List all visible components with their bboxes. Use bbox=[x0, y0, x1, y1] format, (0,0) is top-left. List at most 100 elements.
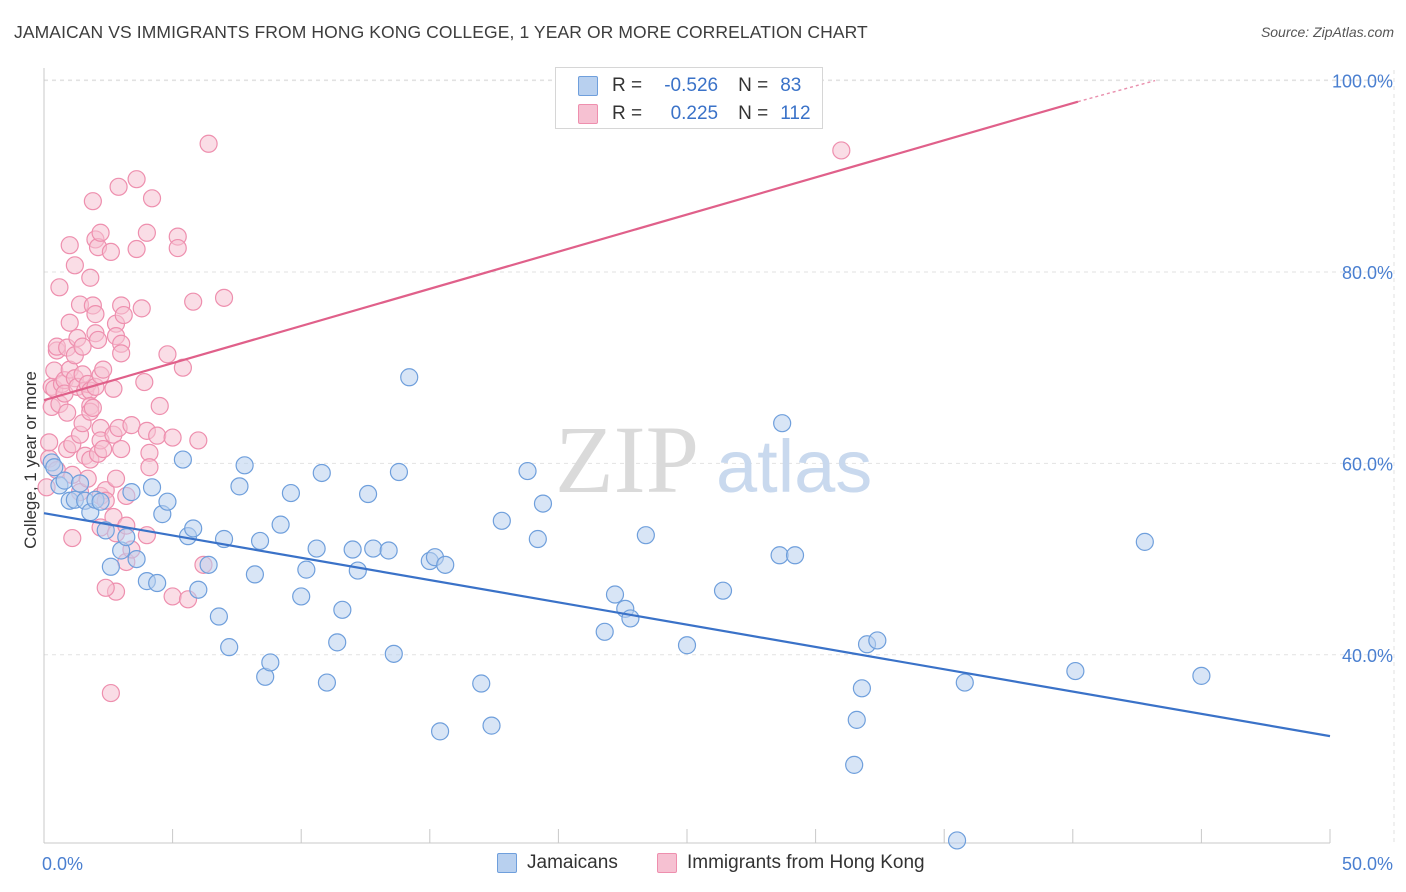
hong-kong-point bbox=[163, 428, 182, 447]
y-tick-label: 60.0% bbox=[1342, 454, 1393, 474]
hong-kong-point bbox=[127, 170, 146, 189]
hong-kong-point bbox=[106, 469, 126, 488]
hong-kong-point bbox=[150, 396, 169, 416]
jamaicans-point bbox=[158, 492, 177, 511]
hong-kong-point bbox=[127, 239, 146, 259]
jamaicans-trend-line bbox=[43, 512, 1331, 738]
jamaicans-point bbox=[1192, 666, 1211, 685]
jamaicans-point bbox=[845, 755, 864, 774]
jamaicans-point bbox=[605, 585, 625, 604]
jamaicans-point bbox=[189, 580, 208, 599]
jamaicans-point bbox=[209, 607, 228, 626]
hong-kong-point bbox=[101, 683, 120, 703]
chart-title: JAMAICAN VS IMMIGRANTS FROM HONG KONG CO… bbox=[14, 22, 868, 42]
hong-kong-swatch bbox=[578, 104, 598, 124]
hong-kong-point bbox=[142, 189, 162, 208]
jamaicans-point bbox=[292, 587, 311, 606]
jamaicans-point bbox=[947, 831, 967, 850]
jamaicans-point bbox=[358, 484, 378, 504]
hong-kong-point bbox=[132, 299, 151, 318]
jamaicans-point bbox=[1135, 532, 1154, 551]
hong-kong-point bbox=[94, 360, 113, 379]
jamaicans-point bbox=[518, 461, 537, 481]
legend-row-hong-kong: R = 0.225 N = 112 bbox=[578, 102, 811, 126]
hong-kong-point bbox=[199, 134, 218, 153]
y-tick-label: 100.0% bbox=[1332, 72, 1393, 92]
jamaicans-point bbox=[117, 527, 136, 547]
jamaicans-point bbox=[297, 560, 316, 579]
hong-kong-point bbox=[137, 223, 156, 242]
trend-lines bbox=[43, 79, 1331, 738]
jamaicans-point bbox=[173, 450, 192, 469]
hong-kong-point bbox=[94, 439, 113, 459]
y-tick-label: 40.0% bbox=[1342, 646, 1393, 666]
jamaicans-point bbox=[430, 722, 450, 741]
hong-kong-point bbox=[184, 292, 203, 311]
jamaicans-point bbox=[852, 679, 871, 698]
jamaicans-point bbox=[364, 539, 383, 558]
jamaicans-point bbox=[96, 521, 115, 540]
legend-row-jamaicans: R = -0.526 N = 83 bbox=[578, 74, 801, 98]
jamaicans-point bbox=[343, 540, 362, 559]
jamaicans-point bbox=[122, 483, 141, 502]
hong-kong-trend-extension bbox=[1077, 79, 1156, 103]
n-value: 112 bbox=[780, 103, 811, 124]
hong-kong-point bbox=[114, 305, 133, 325]
jamaicans-point bbox=[677, 636, 697, 655]
hong-kong-point bbox=[112, 439, 131, 459]
hong-kong-swatch bbox=[657, 853, 677, 873]
hong-kong-point bbox=[73, 337, 92, 356]
r-value: 0.225 bbox=[670, 103, 719, 124]
hong-kong-point bbox=[135, 372, 154, 392]
jamaicans-point bbox=[55, 471, 74, 490]
hong-kong-point bbox=[148, 426, 167, 445]
jamaicans-point bbox=[45, 458, 64, 477]
hong-kong-point bbox=[58, 403, 77, 422]
jamaicans-point bbox=[379, 541, 398, 560]
hong-kong-point bbox=[60, 313, 79, 332]
hong-kong-point bbox=[112, 344, 131, 363]
jamaicans-point bbox=[389, 462, 409, 482]
jamaicans-point bbox=[436, 555, 455, 574]
hong-kong-point bbox=[168, 238, 187, 258]
jamaicans-point bbox=[235, 456, 254, 475]
hong-kong-point bbox=[189, 431, 208, 450]
jamaicans-point bbox=[482, 716, 501, 735]
hong-kong-point bbox=[101, 242, 120, 262]
bottom-legend-label: Jamaicans bbox=[527, 852, 618, 873]
y-tick-label: 80.0% bbox=[1342, 263, 1393, 283]
jamaicans-point bbox=[307, 539, 326, 558]
x-tick-label: 50.0% bbox=[1342, 854, 1393, 874]
series-jamaicans-points bbox=[42, 368, 1211, 850]
hong-kong-point bbox=[96, 578, 115, 597]
jamaicans-point bbox=[384, 644, 403, 663]
jamaicans-point bbox=[312, 463, 331, 483]
watermark: ZIP atlas bbox=[555, 406, 872, 513]
hong-kong-point bbox=[60, 236, 79, 255]
hong-kong-point bbox=[158, 345, 177, 364]
jamaicans-point bbox=[400, 368, 419, 387]
jamaicans-point bbox=[785, 546, 805, 565]
hong-kong-point bbox=[81, 268, 100, 287]
n-value: 83 bbox=[780, 75, 802, 96]
jamaicans-point bbox=[328, 633, 347, 652]
bottom-legend-label: Immigrants from Hong Kong bbox=[687, 852, 925, 873]
hong-kong-point bbox=[86, 305, 105, 324]
hong-kong-point bbox=[40, 433, 59, 452]
jamaicans-point bbox=[636, 526, 655, 545]
n-label: N = bbox=[738, 75, 769, 96]
hong-kong-point bbox=[88, 330, 108, 350]
r-value: -0.526 bbox=[664, 75, 719, 96]
jamaicans-point bbox=[199, 555, 218, 574]
hong-kong-point bbox=[63, 528, 82, 548]
jamaicans-point bbox=[1066, 661, 1085, 681]
jamaicans-point bbox=[101, 557, 120, 576]
jamaicans-point bbox=[348, 561, 367, 580]
jamaicans-point bbox=[621, 609, 640, 628]
bottom-legend-hong-kong: Immigrants from Hong Kong bbox=[657, 852, 925, 874]
jamaicans-point bbox=[773, 414, 792, 433]
hong-kong-point bbox=[109, 177, 128, 196]
hong-kong-point bbox=[140, 458, 159, 477]
r-label: R = bbox=[612, 103, 643, 124]
